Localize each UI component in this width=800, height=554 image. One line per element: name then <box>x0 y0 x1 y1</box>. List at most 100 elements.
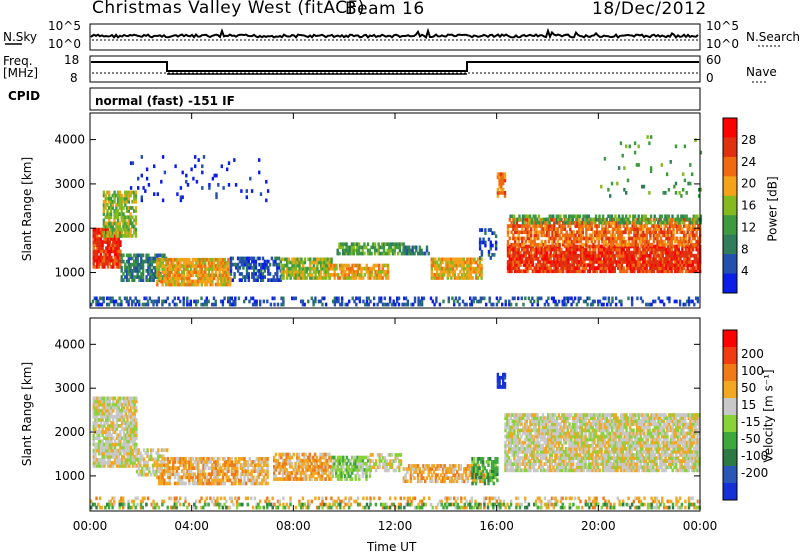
data-cell <box>128 451 131 456</box>
data-cell <box>103 396 106 401</box>
data-cell <box>170 279 173 284</box>
data-cell <box>115 448 119 453</box>
data-cell <box>96 243 99 247</box>
data-cell <box>209 279 212 284</box>
data-cell <box>246 460 250 464</box>
data-cell <box>625 214 628 219</box>
data-cell <box>642 214 646 219</box>
data-cell <box>108 199 111 204</box>
data-cell <box>243 466 246 470</box>
data-cell <box>125 299 128 304</box>
data-cell <box>112 399 115 404</box>
data-cell <box>149 259 152 264</box>
data-cell <box>133 448 136 453</box>
data-cell <box>367 302 370 307</box>
data-cell <box>652 227 656 231</box>
data-cell <box>360 269 363 274</box>
data-cell <box>161 299 164 304</box>
data-cell <box>638 236 641 241</box>
data-cell <box>113 299 116 304</box>
data-cell <box>185 179 188 184</box>
data-cell <box>643 233 647 238</box>
data-cell <box>552 296 555 301</box>
data-cell <box>95 302 98 307</box>
data-cell <box>528 266 531 270</box>
data-cell <box>670 224 673 228</box>
data-cell <box>333 299 337 304</box>
data-cell <box>321 302 324 307</box>
data-cell <box>319 266 323 271</box>
data-cell <box>540 224 543 228</box>
data-cell <box>595 260 599 264</box>
data-cell <box>389 245 393 250</box>
data-cell <box>607 214 610 219</box>
data-cell <box>331 266 335 271</box>
data-cell <box>103 399 106 404</box>
data-cell <box>133 457 136 462</box>
data-cell <box>681 260 684 264</box>
data-cell <box>231 262 234 267</box>
data-cell <box>94 249 97 254</box>
data-cell <box>289 276 292 280</box>
data-cell <box>189 270 193 274</box>
data-cell <box>129 262 132 267</box>
data-cell <box>111 296 114 301</box>
data-cell <box>138 278 141 282</box>
data-cell <box>188 282 191 287</box>
data-cell <box>195 279 198 284</box>
data-cell <box>352 245 355 250</box>
data-cell <box>115 212 118 216</box>
data-cell <box>124 224 127 229</box>
data-cell <box>264 469 267 473</box>
data-cell <box>686 260 689 264</box>
data-cell <box>128 430 131 434</box>
data-cell <box>347 273 351 277</box>
data-cell <box>691 230 695 235</box>
data-cell <box>119 408 122 413</box>
data-cell <box>113 427 117 431</box>
data-cell <box>286 266 289 271</box>
data-cell <box>132 299 136 304</box>
data-cell <box>353 299 356 304</box>
data-cell <box>179 264 182 268</box>
data-cell <box>131 256 134 261</box>
data-cell <box>161 282 164 287</box>
data-cell <box>331 263 335 268</box>
data-cell <box>120 193 123 198</box>
data-cell <box>570 253 574 258</box>
data-cell <box>259 460 262 464</box>
data-cell <box>110 402 113 407</box>
data-cell <box>659 242 663 247</box>
data-cell <box>173 466 177 470</box>
data-cell <box>560 253 563 258</box>
data-cell <box>697 242 700 247</box>
data-cell <box>116 215 120 220</box>
data-cell <box>216 282 219 287</box>
data-cell <box>244 256 247 261</box>
data-cell <box>659 227 663 231</box>
data-cell <box>161 275 164 279</box>
data-cell <box>446 260 449 265</box>
data-cell <box>314 257 317 262</box>
data-cell <box>116 203 120 207</box>
data-cell <box>226 167 229 172</box>
data-cell <box>129 221 132 226</box>
data-cell <box>141 472 144 477</box>
data-cell <box>240 262 243 267</box>
data-cell <box>375 248 379 253</box>
data-cell <box>546 244 549 249</box>
data-cell <box>108 405 111 410</box>
data-cell <box>340 245 343 250</box>
data-cell <box>165 481 168 486</box>
data-cell <box>512 266 515 270</box>
data-cell <box>695 227 698 231</box>
data-cell <box>342 266 345 271</box>
data-cell <box>118 212 122 216</box>
data-cell <box>182 261 186 265</box>
data-cell <box>227 161 231 165</box>
data-cell <box>108 258 111 263</box>
data-cell <box>157 466 161 470</box>
data-cell <box>99 418 103 422</box>
data-cell <box>129 272 132 276</box>
data-cell <box>654 233 657 238</box>
